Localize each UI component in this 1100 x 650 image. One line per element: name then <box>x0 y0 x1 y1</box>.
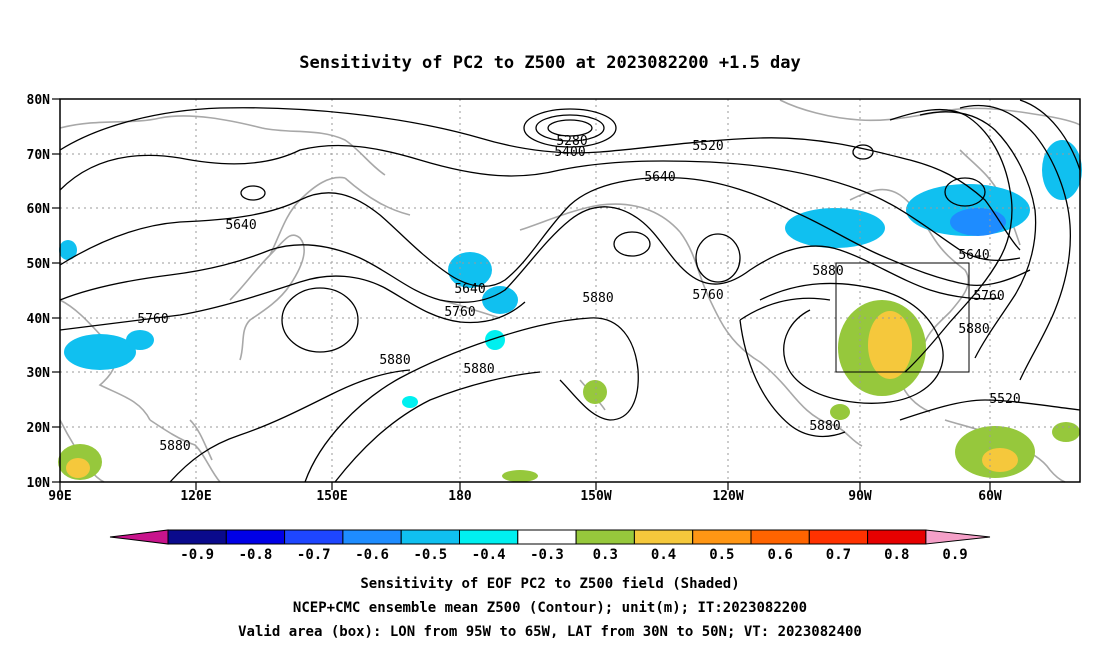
colorbar-box <box>517 529 577 545</box>
colorbar-box <box>633 529 694 545</box>
contour-label: 5880 <box>463 362 494 377</box>
axis-ticks <box>52 98 991 490</box>
lat-label: 10N <box>27 476 51 491</box>
lat-label: 80N <box>27 93 51 108</box>
figure-title: Sensitivity of PC2 to Z500 at 2023082200… <box>299 53 801 73</box>
colorbar-tick-label: -0.8 <box>239 547 273 563</box>
map-frame <box>59 98 1081 483</box>
colorbar-box <box>867 529 927 545</box>
contour-label: 5880 <box>958 322 989 337</box>
colorbar-tick-label: -0.5 <box>413 547 447 563</box>
colorbar-tick-label: 0.8 <box>884 547 909 563</box>
map-background <box>60 99 1080 482</box>
lat-label: 40N <box>27 312 51 327</box>
contour-label: 5520 <box>989 392 1020 407</box>
colorbar-box <box>167 529 227 545</box>
colorbar-box <box>575 529 635 545</box>
contour-label: 5880 <box>582 291 613 306</box>
lon-label: 60W <box>978 489 1002 504</box>
lat-label: 70N <box>27 148 51 163</box>
colorbar <box>109 529 991 545</box>
lon-label: 180 <box>448 489 472 504</box>
lat-label: 60N <box>27 202 51 217</box>
contour-label: 5640 <box>454 282 485 297</box>
contour-label: 5880 <box>159 439 190 454</box>
contour-label: 5880 <box>809 419 840 434</box>
contour-label: 5280 <box>556 134 587 149</box>
colorbar-over-triangle <box>925 529 991 545</box>
colorbar-tick-label: -0.4 <box>472 547 506 563</box>
contour-label: 5760 <box>137 312 168 327</box>
colorbar-box <box>808 529 869 545</box>
colorbar-tick-label: 0.6 <box>768 547 793 563</box>
lat-label: 50N <box>27 257 51 272</box>
colorbar-box <box>750 529 810 545</box>
lon-label: 90W <box>848 489 872 504</box>
colorbar-labels: -0.9 -0.8 -0.7 -0.6 -0.5 -0.4 -0.3 0.3 0.4 0.5 0.6… <box>180 547 967 563</box>
colorbar-box <box>692 529 752 545</box>
colorbar-tick-label: 0.5 <box>709 547 734 563</box>
colorbar-tick-label: -0.7 <box>297 547 331 563</box>
contour-labels: 5280 5400 5520 5640 5640 5640 5760 5760 … <box>137 134 1020 454</box>
contour-label: 5760 <box>973 289 1004 304</box>
colorbar-tick-label: 0.7 <box>826 547 851 563</box>
lon-label: 150W <box>580 489 611 504</box>
z500-contours <box>59 99 1081 483</box>
colorbar-box <box>459 529 519 545</box>
lon-label: 120E <box>180 489 211 504</box>
caption-line-3: Valid area (box): LON from 95W to 65W, L… <box>238 624 862 640</box>
contour-label: 5640 <box>958 248 989 263</box>
colorbar-box <box>400 529 461 545</box>
colorbar-under-triangle <box>109 529 169 545</box>
colorbar-tick-label: -0.3 <box>530 547 564 563</box>
lon-label: 150E <box>316 489 347 504</box>
latitude-labels: 80N 70N 60N 50N 40N 30N 20N 10N <box>27 93 51 491</box>
colorbar-box <box>225 529 286 545</box>
colorbar-box <box>342 529 402 545</box>
contour-label: 5640 <box>644 170 675 185</box>
caption-line-1: Sensitivity of EOF PC2 to Z500 field (Sh… <box>360 576 739 592</box>
caption-line-2: NCEP+CMC ensemble mean Z500 (Contour); u… <box>293 600 807 616</box>
colorbar-tick-label: 0.4 <box>651 547 676 563</box>
colorbar-box <box>284 529 344 545</box>
colorbar-tick-label: -0.6 <box>355 547 389 563</box>
colorbar-tick-label: 0.9 <box>942 547 967 563</box>
contour-label: 5760 <box>692 288 723 303</box>
lat-label: 30N <box>27 366 51 381</box>
contour-label: 5640 <box>225 218 256 233</box>
valid-area-box <box>835 262 970 373</box>
contour-label: 5880 <box>812 264 843 279</box>
contour-label: 5880 <box>379 353 410 368</box>
contour-label: 5760 <box>444 305 475 320</box>
lat-label: 20N <box>27 421 51 436</box>
lon-label: 120W <box>712 489 743 504</box>
contour-label: 5400 <box>554 145 585 160</box>
colorbar-tick-label: 0.3 <box>593 547 618 563</box>
longitude-labels: 90E 120E 150E 180 150W 120W 90W 60W <box>48 489 1002 504</box>
colorbar-tick-label: -0.9 <box>180 547 214 563</box>
lon-label: 90E <box>48 489 71 504</box>
contour-label: 5520 <box>692 139 723 154</box>
